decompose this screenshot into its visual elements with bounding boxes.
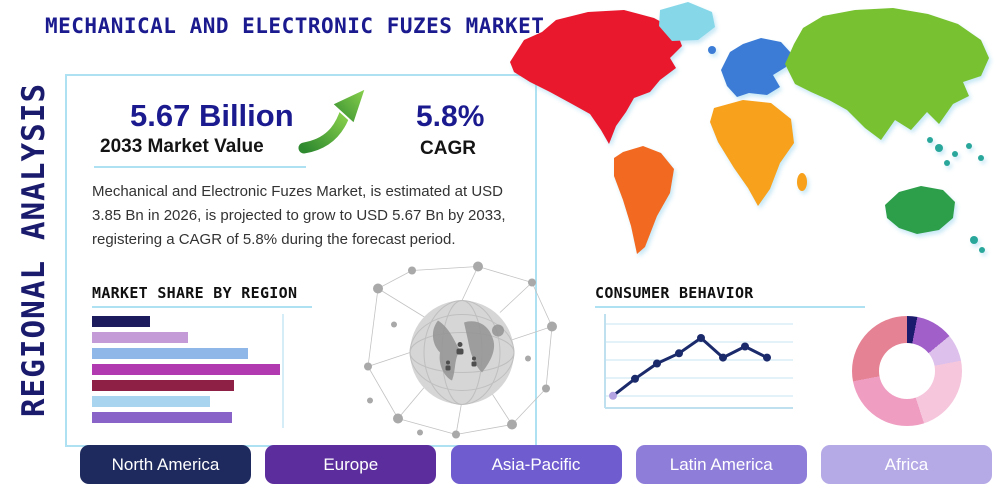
market-share-heading: MARKET SHARE BY REGION (92, 284, 298, 302)
map-europe (721, 38, 791, 97)
region-button-asia-pacific[interactable]: Asia-Pacific (450, 445, 622, 484)
market-share-bar-1 (92, 316, 150, 327)
region-buttons: North America Europe Asia-Pacific Latin Ame… (80, 445, 992, 484)
consumer-behavior-plot (604, 314, 793, 409)
region-button-latin-america[interactable]: Latin America (635, 445, 807, 484)
line-marker-2 (631, 374, 639, 383)
market-share-bars (92, 316, 302, 428)
map-south-america (614, 146, 674, 254)
stat-divider (94, 166, 306, 168)
side-label-regional-analysis: REGIONAL ANALYSIS (16, 82, 52, 418)
cagr-caption: CAGR (420, 138, 476, 159)
page-title: MECHANICAL AND ELECTRONIC FUZES MARKET (45, 14, 545, 38)
consumer-behavior-underline (595, 306, 865, 308)
map-greenland (659, 2, 715, 41)
map-asia (785, 8, 989, 140)
line-marker-7 (741, 342, 749, 351)
region-button-africa[interactable]: Africa (821, 445, 992, 484)
bar-chart-gridline (282, 314, 284, 428)
line-marker-1 (609, 391, 617, 400)
line-marker-6 (719, 353, 727, 362)
region-button-north-america[interactable]: North America (80, 445, 251, 484)
line-marker-8 (763, 353, 771, 362)
map-australia (885, 186, 955, 234)
market-share-bar-3 (92, 348, 248, 359)
market-description: Mechanical and Electronic Fuzes Market, … (92, 183, 506, 248)
people-icons (445, 342, 477, 371)
line-marker-4 (675, 349, 683, 358)
map-north-america (510, 10, 682, 144)
market-share-bar-6 (92, 396, 210, 407)
globe-network-graphic (364, 261, 557, 439)
region-button-europe[interactable]: Europe (265, 445, 437, 484)
market-share-underline (92, 306, 312, 308)
map-islands (927, 137, 985, 253)
market-share-bar-7 (92, 412, 232, 423)
growth-arrow-icon (298, 86, 368, 154)
consumer-behavior-heading: CONSUMER BEHAVIOR (595, 284, 754, 302)
world-map (510, 2, 989, 254)
map-africa (710, 100, 807, 206)
market-value-caption: 2033 Market Value (100, 136, 264, 157)
market-share-bar-5 (92, 380, 234, 391)
market-value-2033: 5.67 Billion (130, 98, 294, 133)
line-marker-5 (697, 334, 705, 342)
globe-continents (432, 320, 504, 381)
line-marker-3 (653, 359, 661, 368)
market-share-bar-2 (92, 332, 188, 343)
donut-chart (852, 316, 962, 426)
map-uk (708, 46, 716, 54)
donut-hole (879, 343, 935, 399)
market-share-bar-4 (92, 364, 280, 375)
cagr-value: 5.8% (416, 100, 485, 133)
